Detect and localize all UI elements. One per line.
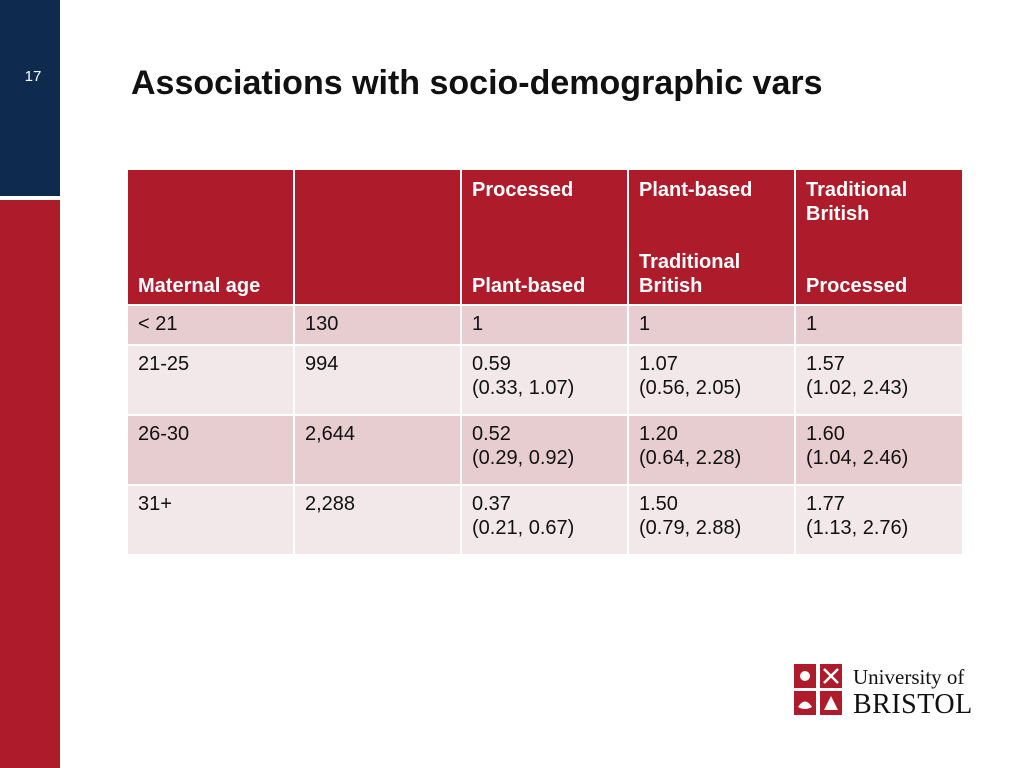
header-traditional-vs-processed: Traditional British Processed: [796, 170, 964, 306]
cell-n: 994: [295, 346, 462, 416]
header-label: Plant-based: [639, 179, 753, 201]
cell-value: 1.07 (0.56, 2.05): [629, 346, 796, 416]
cell-value: 1: [796, 306, 964, 346]
header-maternal-age: Maternal age: [128, 170, 295, 306]
cell-age: 31+: [128, 486, 295, 556]
header-label: Traditional British: [806, 179, 908, 225]
cell-age: 21-25: [128, 346, 295, 416]
header-reference: Traditional British: [639, 251, 741, 297]
table-row: 31+ 2,288 0.37 (0.21, 0.67) 1.50 (0.79, 2.…: [128, 486, 964, 556]
header-processed-vs-plant: Processed Plant-based: [462, 170, 629, 306]
cell-value: 1.57 (1.02, 2.43): [796, 346, 964, 416]
slide-title: Associations with socio-demographic vars: [131, 64, 823, 102]
crest-icon: [793, 663, 843, 716]
table-row: 26-30 2,644 0.52 (0.29, 0.92) 1.20 (0.64, …: [128, 416, 964, 486]
header-n: [295, 170, 462, 306]
cell-age: < 21: [128, 306, 295, 346]
cell-value: 1.20 (0.64, 2.28): [629, 416, 796, 486]
logo-line-1: University of: [853, 665, 965, 689]
cell-value: 0.37 (0.21, 0.67): [462, 486, 629, 556]
cell-age: 26-30: [128, 416, 295, 486]
cell-value: 0.52 (0.29, 0.92): [462, 416, 629, 486]
table-row: < 21 130 1 1 1: [128, 306, 964, 346]
logo-line-2: BRISTOL: [853, 689, 973, 720]
cell-value: 1.77 (1.13, 2.76): [796, 486, 964, 556]
associations-table: Maternal age Processed Plant-based Plant…: [128, 170, 964, 556]
slide-number: 17: [24, 68, 42, 85]
cell-value: 1: [629, 306, 796, 346]
header-plant-vs-traditional: Plant-based Traditional British: [629, 170, 796, 306]
cell-n: 2,644: [295, 416, 462, 486]
sidebar-red-band: [0, 200, 60, 768]
cell-n: 130: [295, 306, 462, 346]
header-reference: Plant-based: [472, 275, 586, 297]
header-label: Processed: [472, 179, 574, 201]
university-logo: University of BRISTOL: [793, 663, 973, 719]
cell-value: 1.60 (1.04, 2.46): [796, 416, 964, 486]
cell-n: 2,288: [295, 486, 462, 556]
header-label: Maternal age: [138, 275, 261, 297]
header-reference: Processed: [806, 275, 908, 297]
table-row: 21-25 994 0.59 (0.33, 1.07) 1.07 (0.56, 2.…: [128, 346, 964, 416]
cell-value: 1: [462, 306, 629, 346]
cell-value: 0.59 (0.33, 1.07): [462, 346, 629, 416]
sidebar-navy-band: 17: [0, 0, 60, 196]
cell-value: 1.50 (0.79, 2.88): [629, 486, 796, 556]
table-header-row: Maternal age Processed Plant-based Plant…: [128, 170, 964, 306]
